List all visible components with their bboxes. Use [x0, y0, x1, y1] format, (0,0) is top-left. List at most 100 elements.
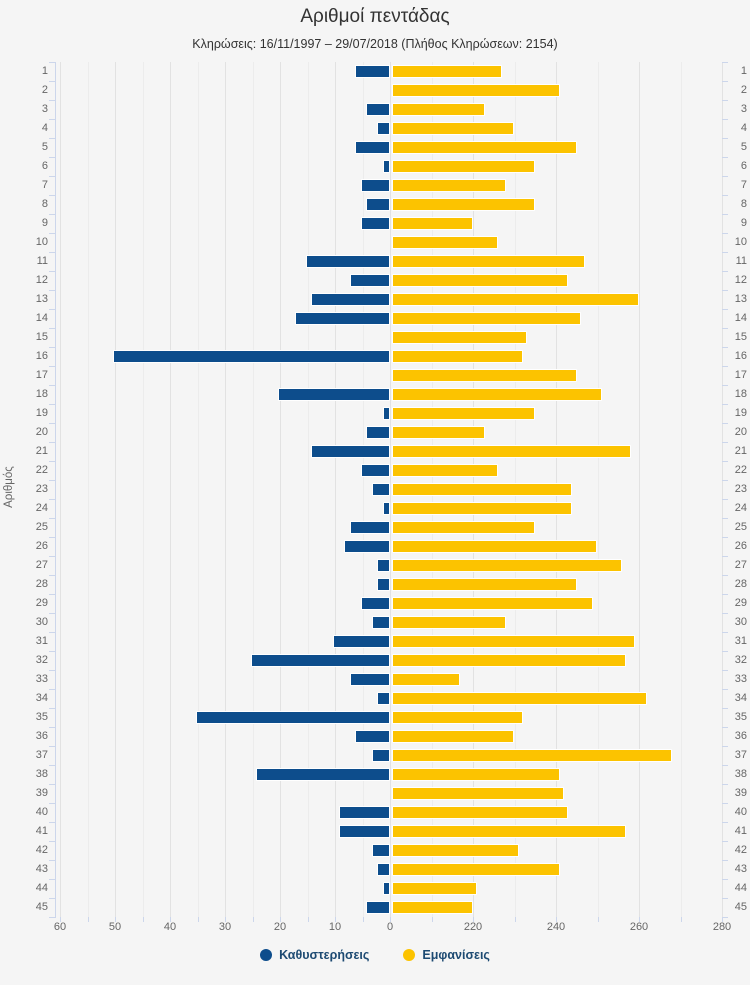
appearance-bar[interactable] — [392, 502, 573, 515]
delay-bar[interactable] — [338, 825, 390, 838]
appearance-bar[interactable] — [392, 312, 581, 325]
appearance-bar[interactable] — [392, 692, 648, 705]
y-axis-label-left: 9 — [41, 217, 48, 229]
y-axis-label-left: 42 — [35, 844, 48, 856]
appearance-bar[interactable] — [392, 521, 536, 534]
delay-bar[interactable] — [349, 673, 390, 686]
x-axis-tick-label: 10 — [328, 921, 342, 933]
appearance-bar[interactable] — [392, 236, 498, 249]
appearance-bar[interactable] — [392, 711, 523, 724]
delay-bar[interactable] — [377, 559, 390, 572]
appearance-bar[interactable] — [392, 578, 577, 591]
delay-bar[interactable] — [294, 312, 390, 325]
appearance-bar[interactable] — [392, 350, 523, 363]
appearance-bar[interactable] — [392, 540, 598, 553]
delay-bar[interactable] — [355, 730, 390, 743]
appearance-bar[interactable] — [392, 217, 473, 230]
y-axis-label-right: 1 — [740, 65, 747, 77]
appearance-bar[interactable] — [392, 616, 507, 629]
delay-bar[interactable] — [250, 654, 390, 667]
appearance-bar[interactable] — [392, 255, 585, 268]
appearance-bar[interactable] — [392, 369, 577, 382]
appearance-bar[interactable] — [392, 882, 477, 895]
delay-bar[interactable] — [377, 692, 390, 705]
delay-bar[interactable] — [278, 388, 390, 401]
delay-bar[interactable] — [371, 616, 390, 629]
appearance-bar[interactable] — [392, 787, 565, 800]
appearance-bar[interactable] — [392, 103, 486, 116]
delay-bar[interactable] — [382, 160, 390, 173]
delay-bar[interactable] — [377, 122, 390, 135]
appearance-bar[interactable] — [392, 426, 486, 439]
appearance-bar[interactable] — [392, 749, 673, 762]
appearance-bar[interactable] — [392, 179, 507, 192]
delay-bar[interactable] — [371, 844, 390, 857]
appearance-bar[interactable] — [392, 331, 527, 344]
legend-item-delays[interactable]: Καθυστερήσεις — [260, 948, 369, 962]
y-axis-tick-right — [722, 499, 728, 500]
delay-bar[interactable] — [311, 445, 390, 458]
appearance-bar[interactable] — [392, 730, 515, 743]
appearance-bar[interactable] — [392, 65, 502, 78]
appearance-bar[interactable] — [392, 559, 623, 572]
appearance-bar[interactable] — [392, 825, 627, 838]
legend-item-appearances[interactable]: Εμφανίσεις — [403, 948, 490, 962]
delay-bar[interactable] — [360, 464, 390, 477]
appearance-bar[interactable] — [392, 122, 515, 135]
appearance-bar[interactable] — [392, 388, 602, 401]
y-axis-tick-left — [49, 157, 55, 158]
appearance-bar[interactable] — [392, 464, 498, 477]
delay-bar[interactable] — [355, 141, 390, 154]
delay-bar[interactable] — [366, 103, 390, 116]
appearance-bar[interactable] — [392, 863, 560, 876]
delay-bar[interactable] — [256, 768, 390, 781]
delay-bar[interactable] — [333, 635, 390, 648]
delay-bar[interactable] — [113, 350, 390, 363]
appearance-bar[interactable] — [392, 844, 519, 857]
delay-bar[interactable] — [377, 578, 390, 591]
appearance-bar[interactable] — [392, 160, 536, 173]
appearance-bar[interactable] — [392, 806, 569, 819]
appearance-bar[interactable] — [392, 654, 627, 667]
delay-bar[interactable] — [366, 426, 390, 439]
appearance-bar[interactable] — [392, 673, 461, 686]
appearance-bar[interactable] — [392, 274, 569, 287]
y-axis-tick-left — [49, 328, 55, 329]
delay-bar[interactable] — [349, 274, 390, 287]
appearance-bar[interactable] — [392, 141, 577, 154]
delay-bar[interactable] — [355, 65, 390, 78]
delay-bar[interactable] — [382, 502, 390, 515]
delay-bar[interactable] — [371, 749, 390, 762]
delay-bar[interactable] — [360, 217, 390, 230]
delay-bar[interactable] — [344, 540, 390, 553]
delay-bar[interactable] — [338, 806, 390, 819]
delay-bar[interactable] — [366, 198, 390, 211]
appearance-bar[interactable] — [392, 84, 560, 97]
appearance-bar[interactable] — [392, 198, 536, 211]
y-axis-tick-right — [722, 461, 728, 462]
delay-bar[interactable] — [349, 521, 390, 534]
appearance-bar[interactable] — [392, 768, 560, 781]
delay-bar[interactable] — [382, 882, 390, 895]
delay-bar[interactable] — [311, 293, 390, 306]
appearance-bar[interactable] — [392, 597, 594, 610]
appearance-bar[interactable] — [392, 407, 536, 420]
delay-bar[interactable] — [382, 407, 390, 420]
y-axis-label-left: 29 — [35, 597, 48, 609]
delay-bar[interactable] — [366, 901, 390, 914]
appearance-bar[interactable] — [392, 901, 473, 914]
delay-bar[interactable] — [195, 711, 390, 724]
delay-bar[interactable] — [371, 483, 390, 496]
delay-bar[interactable] — [377, 863, 390, 876]
y-axis-label-left: 17 — [35, 369, 48, 381]
delay-bar[interactable] — [305, 255, 390, 268]
appearance-bar[interactable] — [392, 635, 635, 648]
appearance-bar[interactable] — [392, 293, 639, 306]
delay-bar[interactable] — [360, 597, 390, 610]
delay-bar[interactable] — [360, 179, 390, 192]
y-axis-tick-right — [722, 822, 728, 823]
y-axis-tick-left — [49, 689, 55, 690]
chart-row — [55, 309, 722, 328]
appearance-bar[interactable] — [392, 483, 573, 496]
appearance-bar[interactable] — [392, 445, 631, 458]
